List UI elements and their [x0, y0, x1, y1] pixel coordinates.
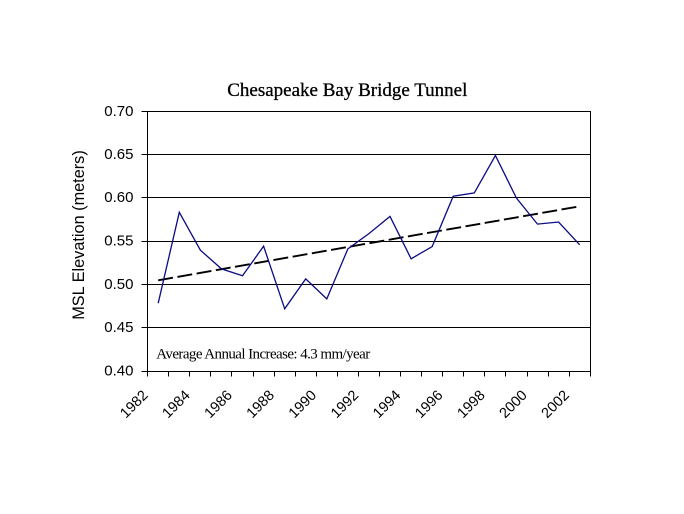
- svg-text:0.55: 0.55: [104, 233, 133, 250]
- svg-text:0.60: 0.60: [104, 189, 133, 206]
- svg-text:0.70: 0.70: [104, 103, 133, 120]
- svg-text:0.45: 0.45: [104, 319, 133, 336]
- svg-text:MSL Elevation (meters): MSL Elevation (meters): [70, 150, 88, 320]
- svg-text:0.40: 0.40: [104, 362, 133, 379]
- svg-text:Chesapeake Bay Bridge Tunnel: Chesapeake Bay Bridge Tunnel: [227, 80, 467, 101]
- svg-text:0.50: 0.50: [104, 276, 133, 293]
- svg-text:0.65: 0.65: [104, 146, 133, 163]
- svg-text:Average Annual Increase: 4.3 m: Average Annual Increase: 4.3 mm/year: [156, 347, 370, 363]
